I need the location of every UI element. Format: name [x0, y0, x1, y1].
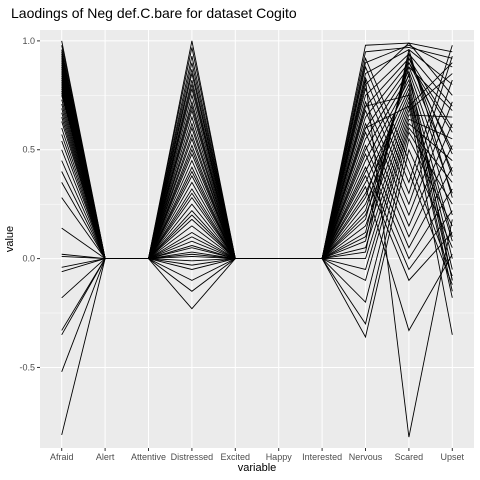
- y-tick-label: 1.0: [22, 36, 35, 46]
- chart-title: Laodings of Neg def.C.bare for dataset C…: [11, 5, 297, 21]
- x-axis: Afraid Alert Attentive Distressed Excited Hap…: [50, 448, 465, 462]
- y-tick-label: 0.0: [22, 254, 35, 264]
- x-tick-label: Upset: [441, 452, 465, 462]
- x-tick-label: Alert: [96, 452, 115, 462]
- gridlines: [40, 30, 474, 448]
- y-tick-label: 0.5: [22, 145, 35, 155]
- y-axis-title: value: [4, 226, 16, 252]
- x-tick-label: Happy: [266, 452, 293, 462]
- x-tick-label: Excited: [221, 452, 251, 462]
- x-tick-label: Nervous: [349, 452, 383, 462]
- x-tick-label: Afraid: [50, 452, 74, 462]
- y-tick-label: -0.5: [19, 362, 35, 372]
- x-tick-label: Scared: [395, 452, 424, 462]
- x-axis-title: variable: [238, 462, 277, 474]
- x-tick-label: Attentive: [131, 452, 166, 462]
- y-axis: -0.5 0.0 0.5 1.0: [19, 36, 40, 372]
- series-lines: [61, 40, 453, 438]
- x-tick-label: Distressed: [171, 452, 214, 462]
- series-line-48: [61, 105, 453, 436]
- x-tick-label: Interested: [302, 452, 342, 462]
